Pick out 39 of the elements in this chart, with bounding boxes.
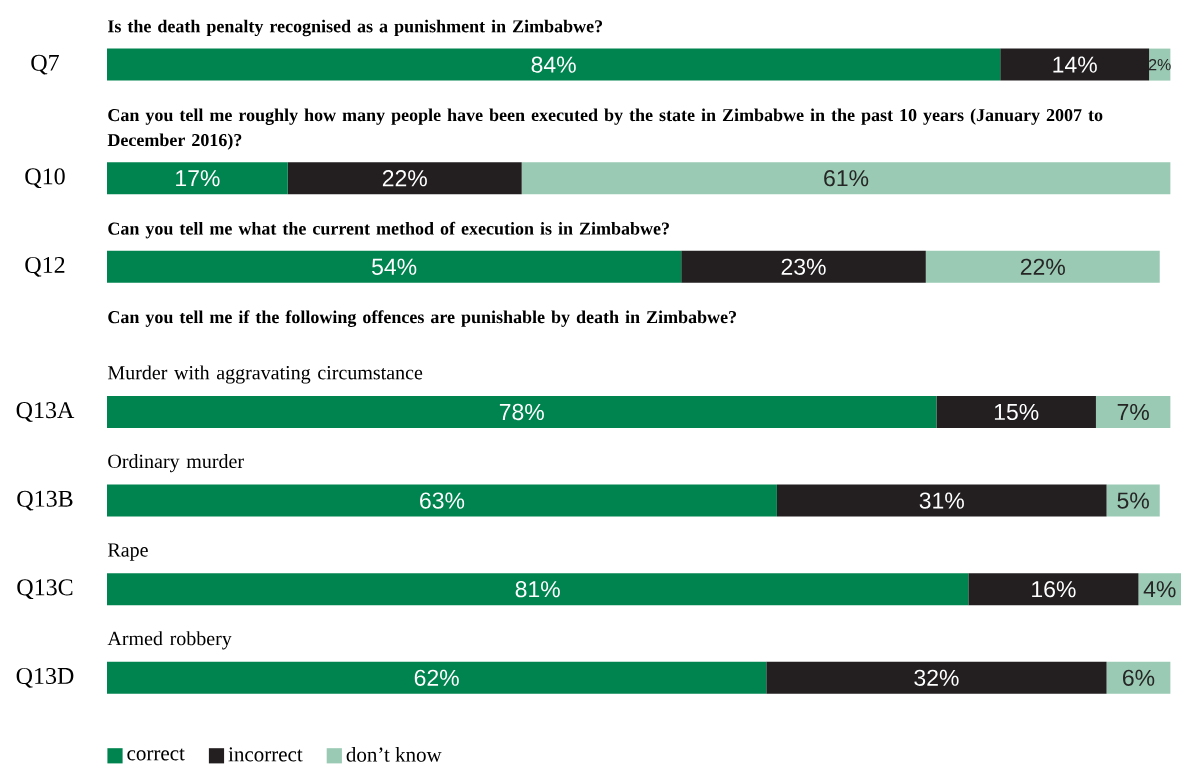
y-tick-label: Q12 [25,256,65,277]
data-label: 5% [1117,492,1149,509]
data-label: 6% [1123,669,1155,686]
text: Rape [107,543,148,561]
y-tick-label: Q7 [31,54,59,75]
data-label: 63% [420,492,465,509]
y-tick-label: Q13B [17,490,73,511]
data-label: 78% [499,403,544,421]
data-label: 84% [531,56,576,73]
data-label: 15% [994,403,1039,421]
data-label: 7% [1117,403,1149,421]
data-label: 4% [1143,581,1176,598]
text: Can you tell me what the current method of execution is in Zimbabwe? [108,221,669,239]
data-label: 54% [372,258,417,275]
data-label: 22% [1020,258,1065,275]
text: Can you tell me roughly how many people have been executed by the state in Zimbabwe in the past 10 years (January 2007 to December 2016)? [107,108,1103,150]
text: Armed robbery [107,631,232,650]
data-label: 22% [382,170,427,187]
data-label: 61% [824,170,869,187]
legend-label: correct [127,748,185,761]
text: Ordinary murder [108,453,244,473]
data-label: 14% [1053,56,1097,73]
data-label: 62% [414,669,459,686]
text: Is the death penalty recognised as a punishment in Zimbabwe? [108,19,603,37]
data-label: 17% [176,170,220,187]
text: Murder with aggravating circumstance [107,365,423,384]
y-tick-label: Q10 [25,168,65,189]
data-label: 2% [1148,58,1171,71]
chart-title: Can you tell me if the following offences are punishable by death in Zimbabwe? [108,310,737,327]
data-label: 32% [914,669,959,686]
data-label: 16% [1032,581,1076,598]
y-tick-label: Q13D [16,667,74,688]
y-tick-label: Q13C [17,579,73,600]
legend-label: incorrect [228,747,303,762]
data-label: 81% [515,581,560,598]
legend-label: don’t know [346,747,442,762]
y-tick-label: Q13A [16,402,75,422]
data-label: 23% [781,258,826,275]
data-label: 31% [919,492,964,509]
